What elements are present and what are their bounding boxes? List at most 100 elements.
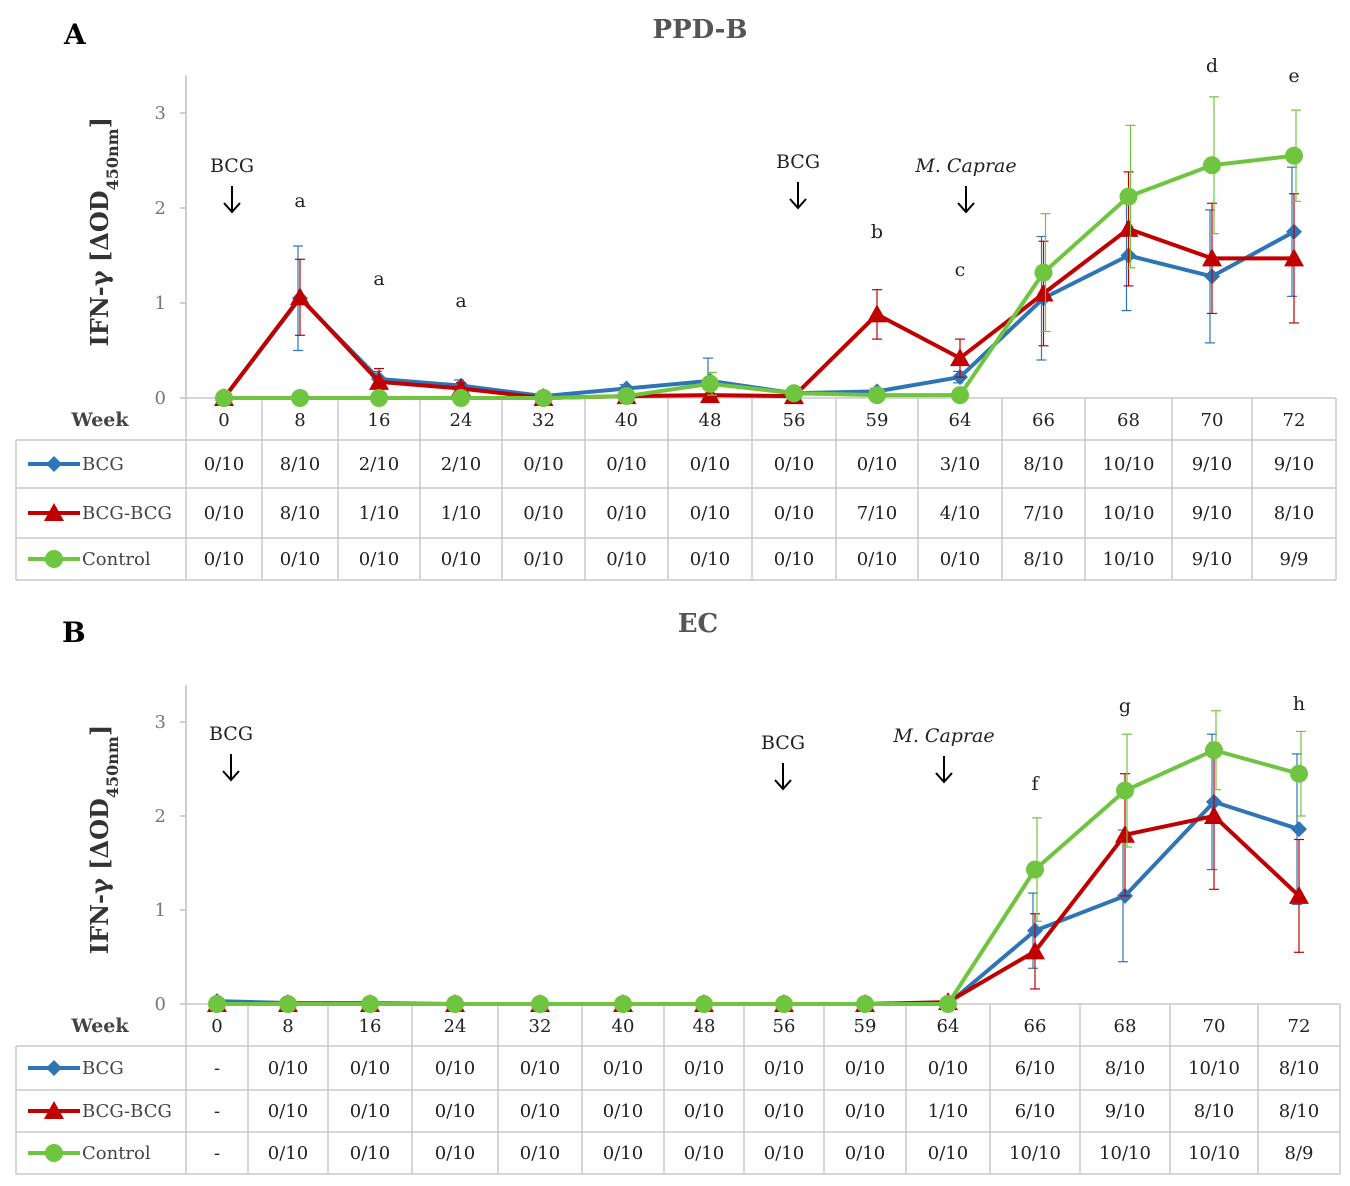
- x-tick-label: 40: [612, 1016, 635, 1037]
- table-cell: 9/10: [1192, 454, 1232, 475]
- table-cell: 0/10: [523, 503, 563, 524]
- table-cell: 0/10: [520, 1143, 560, 1164]
- table-cell: 2/10: [441, 454, 481, 475]
- table-cell: 0/10: [764, 1143, 804, 1164]
- legend-label: BCG-BCG: [82, 1101, 172, 1122]
- data-point: [369, 371, 389, 390]
- table-cell: 0/10: [520, 1058, 560, 1079]
- y-tick-label: 0: [155, 994, 166, 1015]
- table-cell: 10/10: [1103, 454, 1155, 475]
- x-tick-label: 16: [359, 1016, 382, 1037]
- y-tick-label: 2: [155, 806, 166, 827]
- table-cell: 8/10: [280, 503, 320, 524]
- table-cell: 0/10: [845, 1101, 885, 1122]
- table-cell: 0/10: [268, 1058, 308, 1079]
- x-tick-label: 32: [532, 410, 555, 431]
- y-tick-label: 0: [155, 388, 166, 409]
- table-cell: 0/10: [350, 1058, 390, 1079]
- table-cell: 10/10: [1099, 1143, 1151, 1164]
- data-point: [785, 384, 803, 403]
- x-tick-label: 56: [773, 1016, 796, 1037]
- table-cell: 0/10: [684, 1058, 724, 1079]
- legend-marker: [44, 503, 64, 521]
- series-line: [217, 748, 1300, 1006]
- table-cell: 0/10: [928, 1143, 968, 1164]
- data-point: [215, 389, 233, 407]
- x-tick-label: 16: [368, 410, 391, 431]
- annotation-label: BCG: [761, 732, 805, 754]
- significance-letter: b: [871, 221, 883, 243]
- legend-marker: [45, 1144, 63, 1162]
- table-cell: 6/10: [1015, 1101, 1055, 1122]
- significance-letter: a: [294, 190, 305, 212]
- data-point: [531, 995, 549, 1013]
- legend-marker: [44, 1101, 64, 1119]
- table-cell: 8/10: [1194, 1101, 1234, 1122]
- table-cell: 10/10: [1103, 503, 1155, 524]
- x-tick-label: 0: [218, 410, 229, 431]
- legend-label: BCG: [82, 1058, 124, 1079]
- table-cell: 0/10: [845, 1058, 885, 1079]
- table-cell: 9/10: [1192, 549, 1232, 570]
- table-cell: 9/9: [1280, 549, 1309, 570]
- down-arrow-icon: [957, 202, 975, 214]
- table-cell: 8/10: [280, 454, 320, 475]
- significance-letter: f: [1031, 773, 1040, 795]
- data-point: [208, 995, 226, 1013]
- legend-marker: [46, 1060, 62, 1076]
- data-point: [1119, 187, 1138, 206]
- table-cell: 0/10: [857, 549, 897, 570]
- x-tick-label: 40: [615, 410, 638, 431]
- data-point: [446, 995, 464, 1013]
- series-line: [217, 814, 1301, 1006]
- table-cell: 0/10: [857, 454, 897, 475]
- table-cell: 10/10: [1188, 1058, 1240, 1079]
- x-tick-label: 72: [1288, 1016, 1311, 1037]
- down-arrow-icon: [222, 770, 240, 782]
- chart-panel-b: 0 1 2 3 IFN-γ [ΔOD450nm] Week 0 8 16 24 32 40 48 56 59…: [15, 685, 1341, 1175]
- table-cell: 8/10: [1023, 454, 1063, 475]
- legend-label: Control: [82, 1143, 151, 1164]
- table-cell: 8/9: [1285, 1143, 1314, 1164]
- table-cell: 4/10: [940, 503, 980, 524]
- table-cell: 0/10: [845, 1143, 885, 1164]
- table-cell: 0/10: [690, 454, 730, 475]
- annotation-label: M. Caprae: [892, 725, 994, 747]
- table-cell: 0/10: [441, 549, 481, 570]
- table-cell: 9/10: [1274, 454, 1314, 475]
- table-cell: 0/10: [603, 1058, 643, 1079]
- table-cell: 10/10: [1103, 549, 1155, 570]
- data-point: [700, 385, 720, 404]
- data-point: [1289, 885, 1309, 904]
- x-tick-label: 66: [1032, 410, 1055, 431]
- data-point: [867, 304, 887, 323]
- table-cell: 0/10: [359, 549, 399, 570]
- legend-marker: [46, 456, 62, 472]
- data-point: [701, 374, 719, 393]
- table-cell: 8/10: [1274, 503, 1314, 524]
- data-point: [1025, 941, 1045, 960]
- data-point: [1202, 248, 1222, 267]
- data-point: [279, 995, 297, 1013]
- data-point: [1291, 821, 1307, 838]
- panel-a-title: PPD-B: [653, 15, 748, 45]
- table-cell: 8/10: [1105, 1058, 1145, 1079]
- significance-letter: a: [455, 290, 466, 312]
- legend-label: BCG-BCG: [82, 503, 172, 524]
- legend-label: BCG: [82, 454, 124, 475]
- week-header: Week: [70, 1015, 129, 1037]
- data-point: [1205, 741, 1223, 760]
- data-point: [617, 387, 636, 406]
- table-cell: 0/10: [684, 1143, 724, 1164]
- legend-marker: [45, 550, 63, 568]
- table-cell: 0/10: [940, 549, 980, 570]
- data-point: [1034, 263, 1053, 282]
- down-arrow-icon: [789, 198, 807, 210]
- table-cell: 10/10: [1009, 1143, 1061, 1164]
- table-cell: 0/10: [268, 1143, 308, 1164]
- x-tick-label: 64: [949, 410, 972, 431]
- annotation-label: BCG: [210, 155, 254, 177]
- table-cell: 0/10: [204, 454, 244, 475]
- significance-letter: g: [1119, 695, 1131, 717]
- x-tick-label: 68: [1114, 1016, 1137, 1037]
